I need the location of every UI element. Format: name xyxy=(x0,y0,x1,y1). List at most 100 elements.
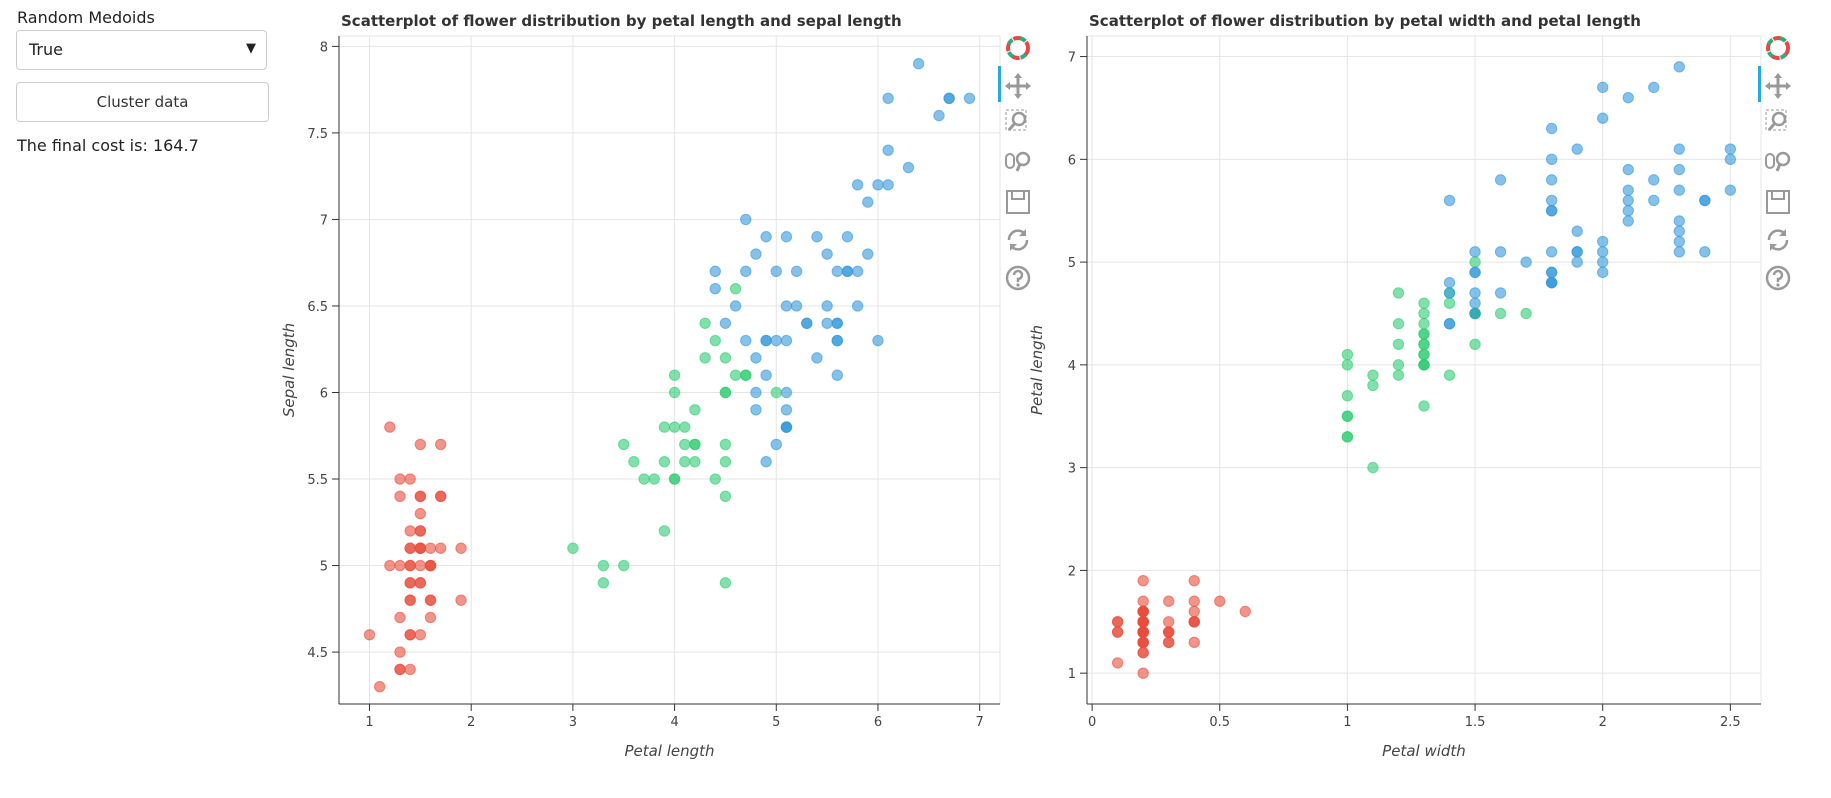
data-point xyxy=(434,542,447,554)
box-zoom-tool[interactable] xyxy=(1764,108,1792,136)
data-point xyxy=(1367,369,1379,381)
data-point xyxy=(851,179,864,191)
data-point xyxy=(384,559,396,572)
y-tick-label: 8 xyxy=(320,40,328,55)
help-tool[interactable] xyxy=(1764,264,1792,292)
data-point xyxy=(434,438,447,451)
help-tool[interactable] xyxy=(1004,264,1032,292)
data-point xyxy=(1597,256,1609,268)
data-point xyxy=(414,542,427,554)
data-point xyxy=(1545,205,1558,217)
data-point xyxy=(831,334,843,347)
y-tick-label: 3 xyxy=(1068,462,1076,477)
data-point xyxy=(760,231,772,243)
data-point xyxy=(1494,246,1507,258)
data-point xyxy=(679,456,691,468)
data-point xyxy=(1724,153,1737,166)
data-point xyxy=(1545,266,1558,279)
bokeh-logo[interactable] xyxy=(1764,34,1792,62)
x-axis-label: Petal length xyxy=(624,742,714,760)
plot-frame xyxy=(338,35,1001,705)
data-point xyxy=(760,456,772,468)
data-point xyxy=(394,559,406,572)
box-zoom-tool[interactable] xyxy=(1004,108,1032,136)
reset-tool[interactable] xyxy=(1004,226,1032,254)
data-point xyxy=(404,542,416,554)
data-point xyxy=(1137,574,1149,587)
y-tick-label: 6 xyxy=(1068,153,1076,168)
data-point xyxy=(414,438,427,451)
y-tick-label: 1 xyxy=(1068,667,1076,682)
reset-tool[interactable] xyxy=(1764,226,1792,254)
cluster-button[interactable]: Cluster data xyxy=(16,82,269,122)
data-point xyxy=(638,473,650,485)
data-point xyxy=(414,507,427,520)
data-point xyxy=(831,265,843,278)
data-point xyxy=(384,421,396,433)
data-point xyxy=(414,577,427,589)
data-point xyxy=(1443,369,1456,381)
data-point xyxy=(719,438,732,451)
pan-tool[interactable] xyxy=(1764,72,1792,100)
data-point xyxy=(1673,61,1686,73)
data-point xyxy=(1469,307,1481,320)
active-tool-indicator xyxy=(998,66,1001,102)
data-point xyxy=(841,265,854,278)
y-tick-label: 6 xyxy=(320,386,328,401)
data-point xyxy=(1188,574,1200,587)
data-point xyxy=(862,196,874,208)
data-point xyxy=(424,594,437,606)
cost-text: The final cost is: 164.7 xyxy=(17,136,199,155)
bokeh-logo[interactable] xyxy=(1004,34,1032,62)
data-point xyxy=(363,629,376,641)
data-point xyxy=(597,559,610,572)
save-tool[interactable] xyxy=(1764,188,1792,216)
data-point xyxy=(597,577,610,589)
medoid-select[interactable]: True ▼ xyxy=(16,30,267,70)
data-point xyxy=(1494,307,1507,320)
data-point xyxy=(740,213,752,226)
data-point xyxy=(1392,287,1405,299)
x-tick-label: 1.5 xyxy=(1465,715,1486,730)
data-point xyxy=(750,404,762,416)
data-point xyxy=(780,231,793,243)
data-point xyxy=(1443,194,1456,207)
data-point xyxy=(1673,184,1686,196)
data-point xyxy=(1137,626,1149,638)
data-point xyxy=(668,386,681,399)
data-point xyxy=(394,490,406,503)
data-point xyxy=(709,334,721,347)
y-tick-label: 4 xyxy=(1068,359,1076,374)
data-point xyxy=(821,317,833,329)
data-point xyxy=(689,438,701,451)
data-point xyxy=(790,265,803,278)
data-point xyxy=(404,663,416,676)
data-point xyxy=(780,300,793,312)
data-point xyxy=(719,490,732,503)
data-point xyxy=(404,594,416,606)
pan-tool[interactable] xyxy=(1004,72,1032,100)
data-point xyxy=(1622,163,1634,176)
data-point xyxy=(729,300,742,312)
wheel-zoom-tool[interactable] xyxy=(1764,148,1792,176)
data-point xyxy=(831,317,843,329)
data-point xyxy=(780,404,793,416)
data-point xyxy=(780,334,793,347)
data-point xyxy=(699,317,711,329)
x-tick-label: 0 xyxy=(1088,715,1096,730)
data-point xyxy=(1622,215,1634,227)
data-point xyxy=(668,421,681,433)
series xyxy=(709,57,976,468)
y-tick-label: 7 xyxy=(320,213,328,228)
data-point xyxy=(770,334,782,347)
save-tool[interactable] xyxy=(1004,188,1032,216)
data-point xyxy=(1341,359,1354,371)
data-point xyxy=(1214,595,1226,607)
data-point xyxy=(1673,215,1686,227)
data-point xyxy=(1111,616,1124,628)
data-point xyxy=(1418,400,1430,412)
data-point xyxy=(404,629,416,641)
data-point xyxy=(1188,636,1200,649)
wheel-zoom-tool[interactable] xyxy=(1004,148,1032,176)
